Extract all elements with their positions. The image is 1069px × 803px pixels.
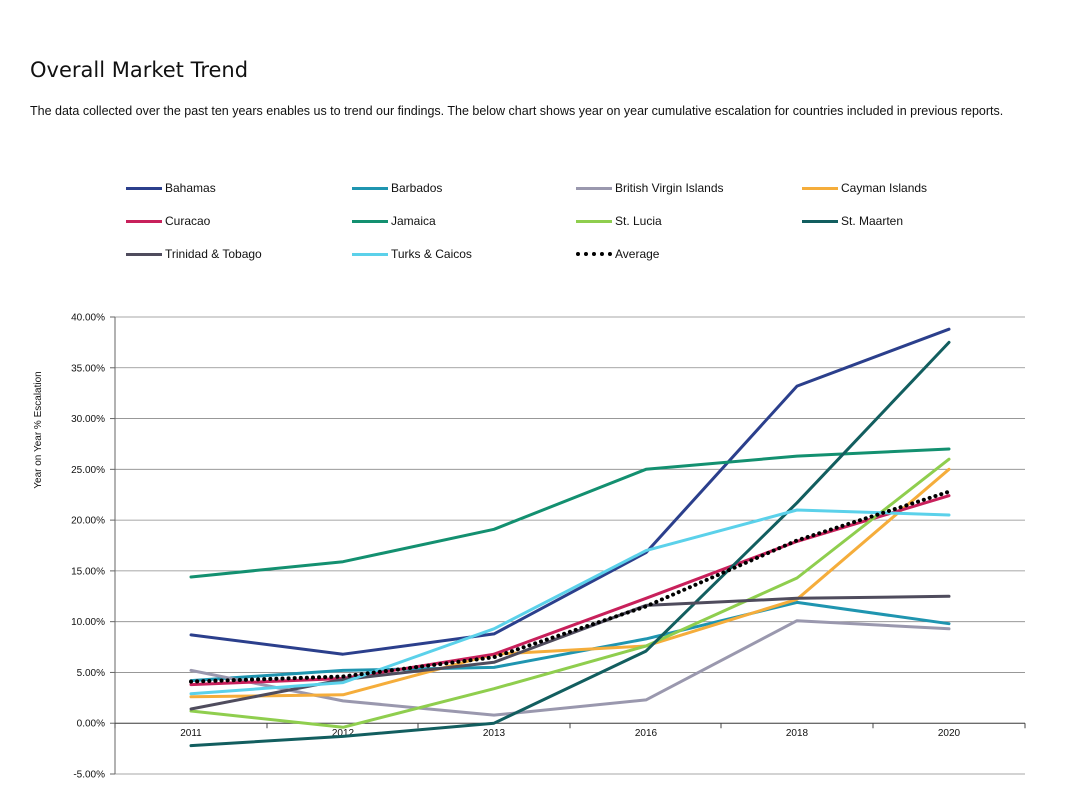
y-tick-label: 25.00% [71,465,105,476]
y-tick-label: 40.00% [71,313,105,324]
y-tick-label: 20.00% [71,516,105,527]
chart-legend: Bahamas Barbados British Virgin Islands Cay… [126,180,1026,270]
legend-item-turks-and-caicos: Turks & Caicos [352,246,472,262]
legend-item-curacao: Curacao [126,213,210,229]
y-tick-label: 35.00% [71,363,105,374]
series-line-st-lucia [189,457,951,729]
legend-item-bahamas: Bahamas [126,180,216,196]
legend-item-british-virgin-islands: British Virgin Islands [576,180,724,196]
y-axis-title: Year on Year % Escalation [33,371,44,489]
legend-label: Bahamas [165,181,216,195]
legend-swatch [802,186,838,190]
legend-label: Average [615,247,660,261]
legend-label: St. Maarten [841,214,904,228]
page-title: Overall Market Trend [30,58,249,82]
y-tick-label: 0.00% [77,719,105,730]
legend-label: Jamaica [391,214,436,228]
series-line-curacao [189,494,951,687]
intro-paragraph: The data collected over the past ten yea… [30,104,1004,118]
y-tick-label: 5.00% [77,668,105,679]
series-line-jamaica [189,447,951,579]
y-tick-label: -5.00% [73,770,105,781]
legend-swatch [802,219,838,223]
legend-label: Trinidad & Tobago [165,247,262,261]
legend-swatch [352,252,388,256]
legend-item-cayman-islands: Cayman Islands [802,180,927,196]
y-tick-label: 10.00% [71,617,105,628]
legend-label: St. Lucia [615,214,662,228]
legend-swatch [576,219,612,223]
legend-swatch [126,219,162,223]
series-line-bahamas [189,327,951,656]
legend-swatch [352,219,388,223]
series-line-cayman-islands [189,467,951,699]
legend-swatch [352,186,388,190]
x-tick-label: 2012 [332,728,355,739]
legend-label: Turks & Caicos [391,247,472,261]
legend-swatch [126,186,162,190]
legend-item-trinidad-and-tobago: Trinidad & Tobago [126,246,262,262]
legend-item-st-maarten: St. Maarten [802,213,903,229]
series-line-turks-and-caicos [189,508,951,696]
series-line-average [189,489,951,684]
x-tick-label: 2013 [483,728,506,739]
y-tick-label: 30.00% [71,414,105,425]
legend-label: British Virgin Islands [615,181,724,195]
x-tick-label: 2011 [180,728,202,739]
legend-label: Cayman Islands [841,181,928,195]
legend-swatch [576,252,612,256]
legend-swatch [576,186,612,190]
series-line-st-maarten [189,340,951,748]
x-tick-label: 2018 [786,728,809,739]
x-tick-label: 2016 [635,728,658,739]
legend-item-jamaica: Jamaica [352,213,436,229]
legend-swatch [126,252,162,256]
legend-item-barbados: Barbados [352,180,442,196]
legend-item-st-lucia: St. Lucia [576,213,662,229]
legend-label: Barbados [391,181,443,195]
x-tick-label: 2020 [938,728,961,739]
y-tick-label: 15.00% [71,566,105,577]
series-line-barbados [189,600,951,683]
legend-item-average: Average [576,246,659,262]
legend-label: Curacao [165,214,211,228]
